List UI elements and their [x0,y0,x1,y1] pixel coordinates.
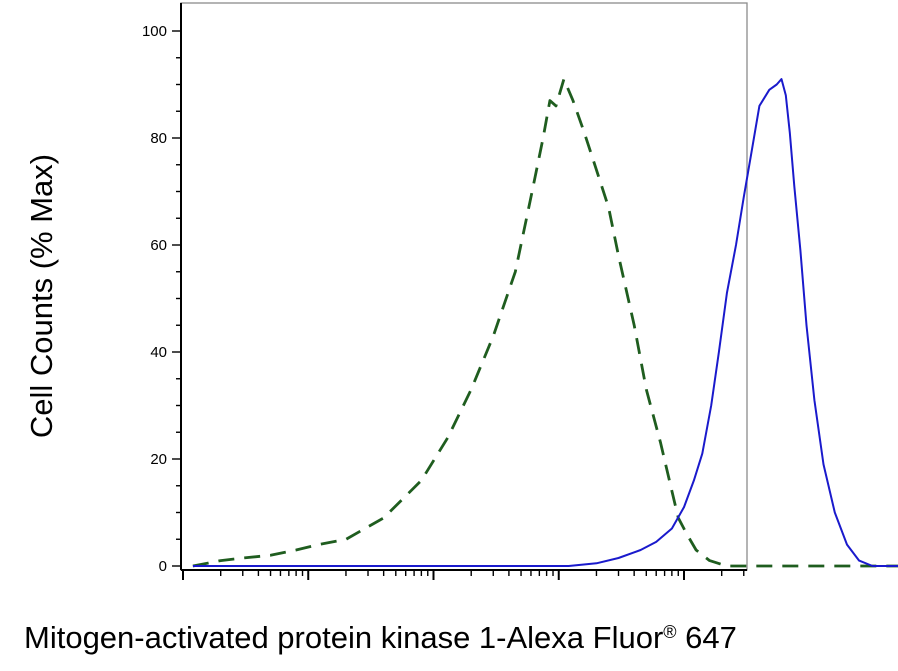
series-layer [192,77,898,568]
x-axis-title-main: Mitogen-activated protein kinase 1-Alexa… [24,620,663,655]
series-line-solid [192,78,898,567]
series-line-dashed [192,77,898,568]
x-axis-title-registered-mark: ® [663,622,676,642]
x-axis [182,570,745,580]
y-axis: 0 20 40 60 80 100 [142,23,181,575]
y-axis-title: Cell Counts (% Max) [24,154,59,438]
y-tick-label: 60 [150,237,167,254]
x-axis-title: Mitogen-activated protein kinase 1-Alexa… [24,620,737,655]
y-tick-label: 0 [159,558,167,575]
x-axis-title-suffix: 647 [677,620,737,655]
y-tick-label: 20 [150,451,167,468]
plot-frame [180,2,748,571]
y-tick-label: 40 [150,344,167,361]
y-tick-label: 80 [150,130,167,147]
y-tick-label: 100 [142,23,167,40]
